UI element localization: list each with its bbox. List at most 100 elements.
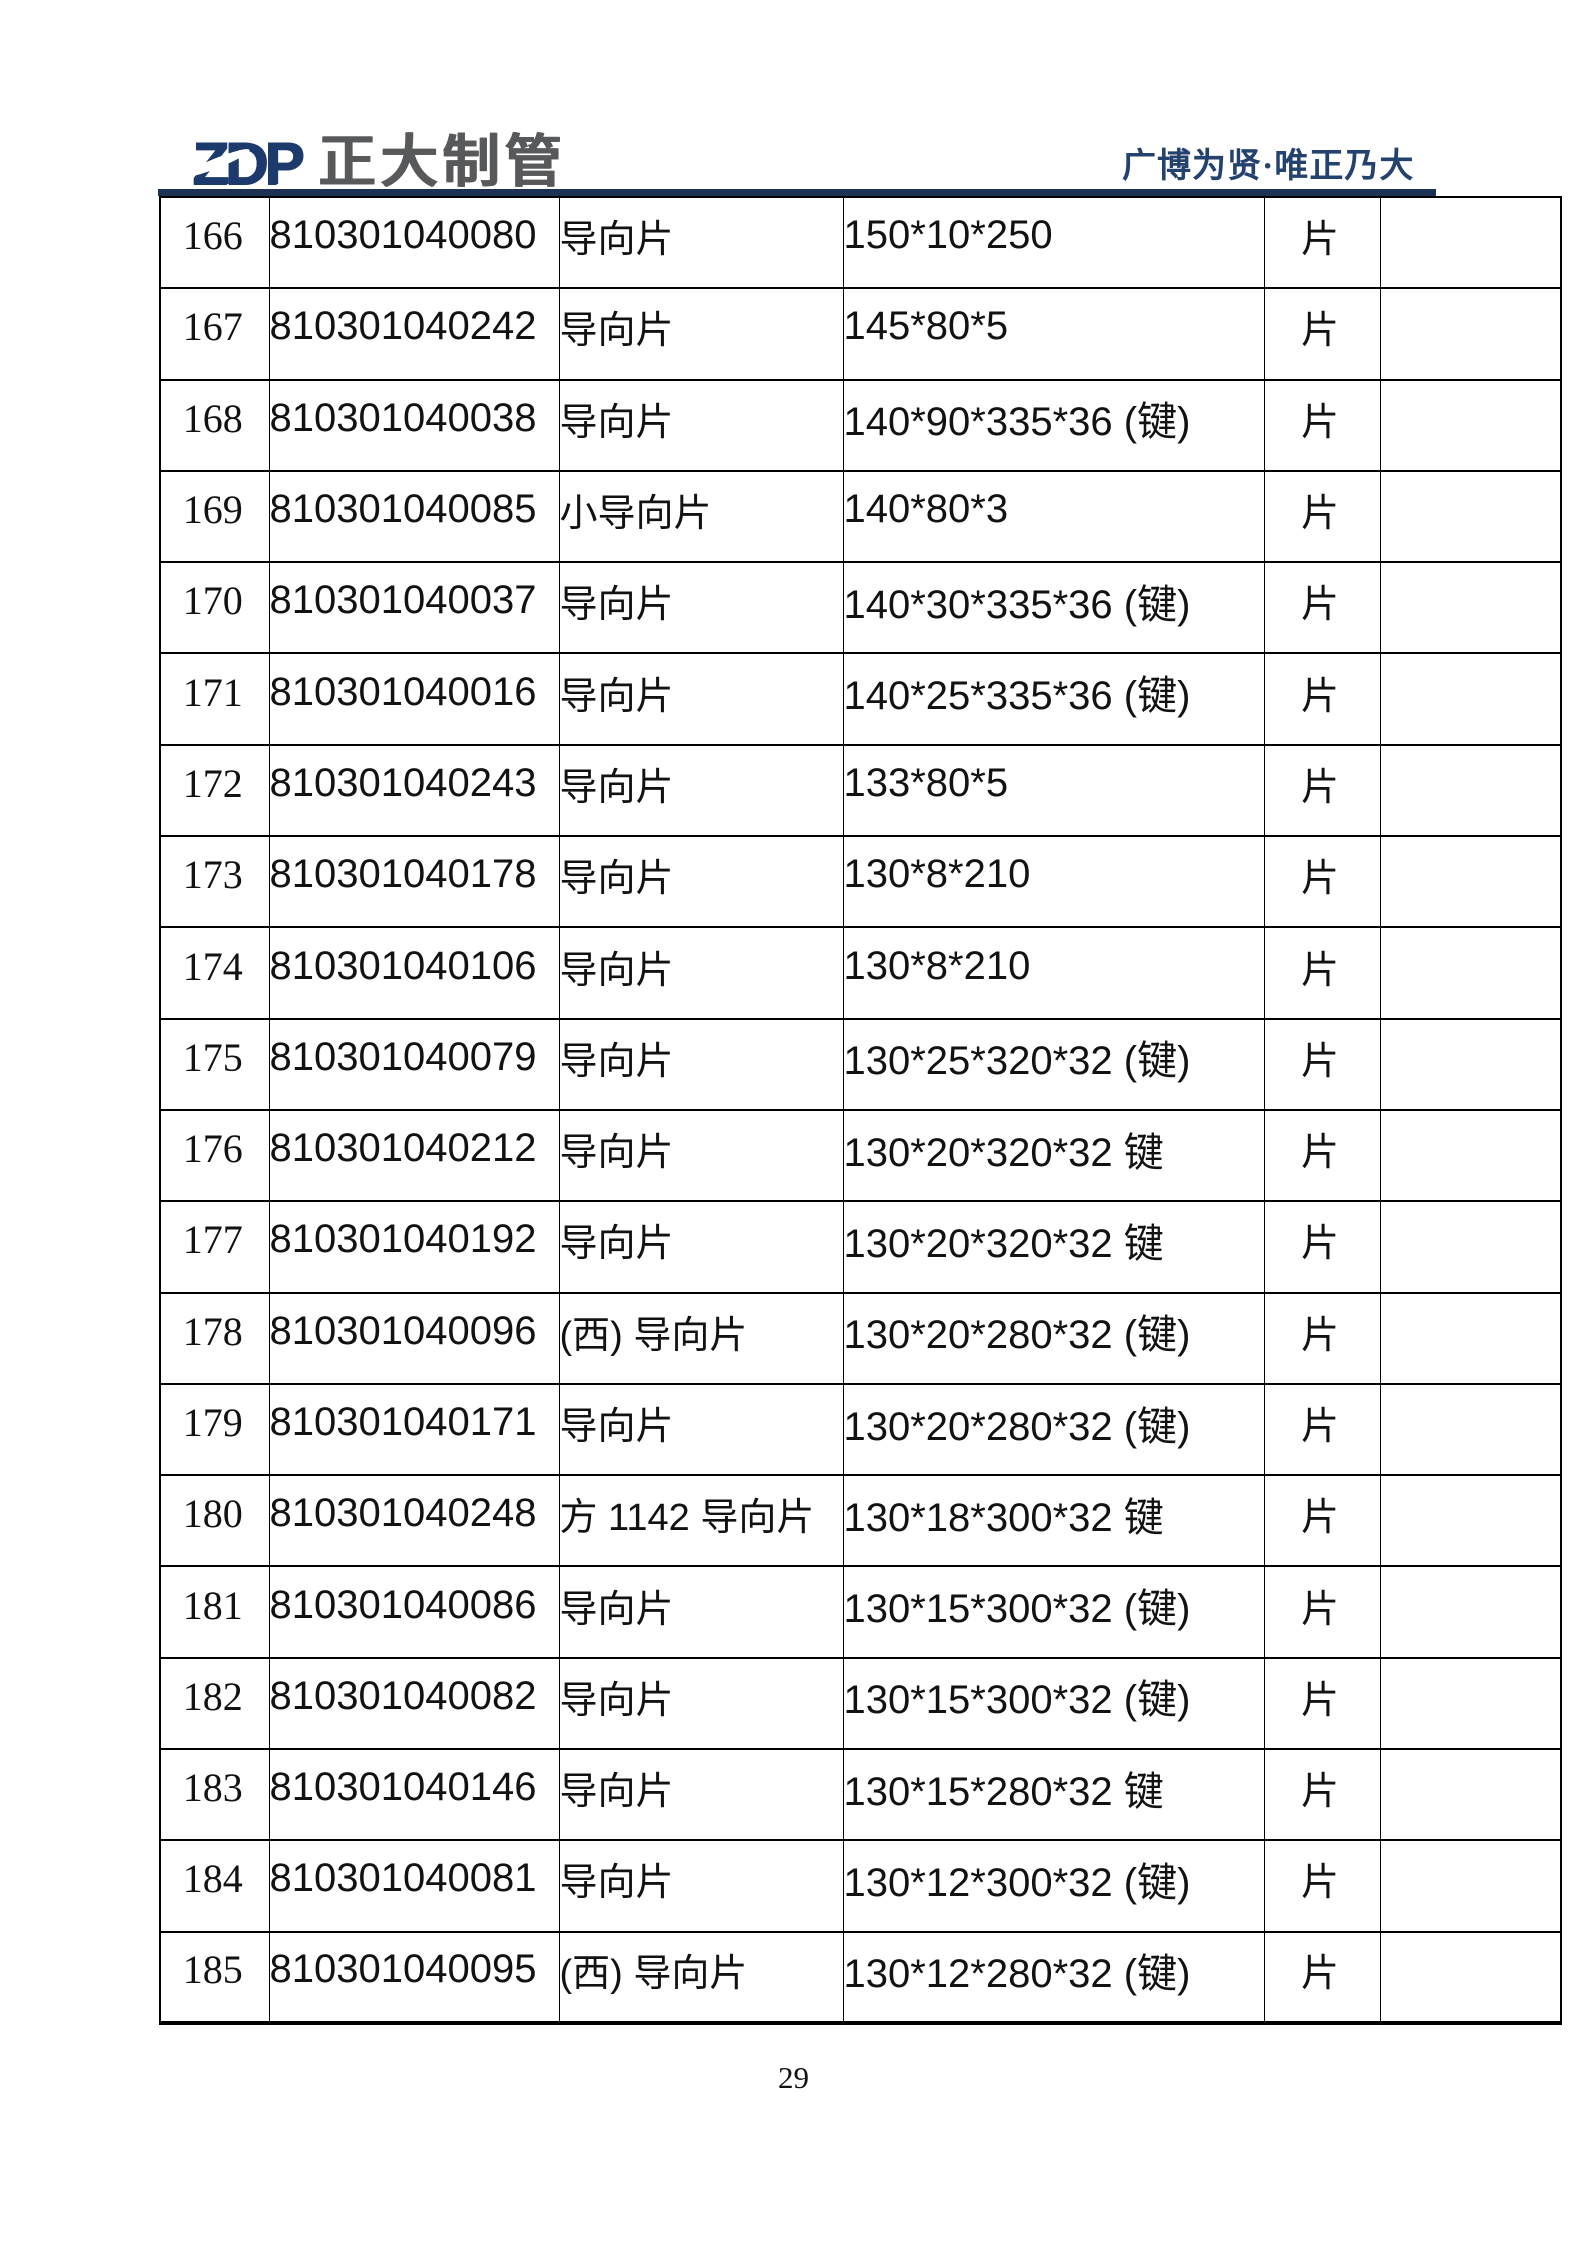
material-code-cell: 810301040081 <box>268 1839 560 1933</box>
row-number-cell: 178 <box>159 1291 270 1385</box>
unit-cell: 片 <box>1263 1017 1381 1111</box>
part-name-cell: 导向片 <box>558 1382 844 1477</box>
part-name-cell: 导向片 <box>558 561 844 655</box>
spec-cell: 150*10*250 <box>842 195 1265 290</box>
empty-cell <box>1379 469 1562 564</box>
row-number-cell: 179 <box>159 1382 270 1477</box>
spec-cell: 130*15*300*32 (键) <box>842 1656 1265 1751</box>
unit-cell: 片 <box>1263 1839 1381 1933</box>
part-name-cell: 导向片 <box>558 1200 844 1294</box>
parts-table-body: 166 810301040080 导向片 150*10*250 片 167 81030104… <box>159 195 1562 2024</box>
table-row: 167 810301040242 导向片 145*80*5 片 <box>159 287 1562 381</box>
unit-cell: 片 <box>1263 743 1381 838</box>
material-code-cell: 810301040212 <box>268 1108 560 1203</box>
part-name-cell: 导向片 <box>558 835 844 929</box>
row-number-cell: 169 <box>159 469 270 564</box>
part-name-cell: 方 1142 导向片 <box>558 1474 844 1568</box>
empty-cell <box>1379 926 1562 1020</box>
spec-cell: 130*20*280*32 (键) <box>842 1291 1265 1385</box>
row-number-cell: 184 <box>159 1839 270 1933</box>
unit-cell: 片 <box>1263 1748 1381 1842</box>
spec-cell: 145*80*5 <box>842 287 1265 381</box>
empty-cell <box>1379 1291 1562 1385</box>
table-row: 169 810301040085 小导向片 140*80*3 片 <box>159 469 1562 564</box>
material-code-cell: 810301040082 <box>268 1656 560 1751</box>
empty-cell <box>1379 195 1562 290</box>
empty-cell <box>1379 287 1562 381</box>
part-name-cell: 导向片 <box>558 652 844 746</box>
unit-cell: 片 <box>1263 1291 1381 1385</box>
spec-cell: 130*25*320*32 (键) <box>842 1017 1265 1111</box>
part-name-cell: 导向片 <box>558 1108 844 1203</box>
part-name-cell: 导向片 <box>558 1839 844 1933</box>
spec-cell: 130*15*300*32 (键) <box>842 1565 1265 1659</box>
empty-cell <box>1379 1474 1562 1568</box>
empty-cell <box>1379 743 1562 838</box>
table-row: 184 810301040081 导向片 130*12*300*32 (键) 片 <box>159 1839 1562 1933</box>
row-number-cell: 174 <box>159 926 270 1020</box>
part-name-cell: 导向片 <box>558 287 844 381</box>
spec-cell: 133*80*5 <box>842 743 1265 838</box>
row-number-cell: 171 <box>159 652 270 746</box>
row-number-cell: 183 <box>159 1748 270 1842</box>
spec-cell: 130*18*300*32 键 <box>842 1474 1265 1568</box>
unit-cell: 片 <box>1263 195 1381 290</box>
part-name-cell: (西) 导向片 <box>558 1930 844 2024</box>
material-code-cell: 810301040079 <box>268 1017 560 1111</box>
unit-cell: 片 <box>1263 835 1381 929</box>
table-row: 170 810301040037 导向片 140*30*335*36 (键) 片 <box>159 561 1562 655</box>
material-code-cell: 810301040146 <box>268 1748 560 1842</box>
empty-cell <box>1379 1748 1562 1842</box>
table-row: 178 810301040096 (西) 导向片 130*20*280*32 (键) 片 <box>159 1291 1562 1385</box>
unit-cell: 片 <box>1263 1656 1381 1751</box>
unit-cell: 片 <box>1263 1930 1381 2024</box>
row-number-cell: 185 <box>159 1930 270 2024</box>
empty-cell <box>1379 652 1562 746</box>
table-row: 182 810301040082 导向片 130*15*300*32 (键) 片 <box>159 1656 1562 1751</box>
table-row: 181 810301040086 导向片 130*15*300*32 (键) 片 <box>159 1565 1562 1659</box>
material-code-cell: 810301040171 <box>268 1382 560 1477</box>
material-code-cell: 810301040192 <box>268 1200 560 1294</box>
table-row: 177 810301040192 导向片 130*20*320*32 键片 <box>159 1200 1562 1294</box>
unit-cell: 片 <box>1263 378 1381 472</box>
parts-table: 166 810301040080 导向片 150*10*250 片 167 81030104… <box>159 195 1562 2025</box>
unit-cell: 片 <box>1263 926 1381 1020</box>
empty-cell <box>1379 835 1562 929</box>
material-code-cell: 810301040037 <box>268 561 560 655</box>
part-name-cell: 导向片 <box>558 378 844 472</box>
part-name-cell: 导向片 <box>558 926 844 1020</box>
empty-cell <box>1379 1017 1562 1111</box>
brand-logo: ZDP 正大制管 <box>182 134 566 194</box>
row-number-cell: 182 <box>159 1656 270 1751</box>
empty-cell <box>1379 1382 1562 1477</box>
company-tagline: 广博为贤·唯正乃大 <box>1122 148 1415 185</box>
table-row: 173 810301040178 导向片 130*8*210 片 <box>159 835 1562 929</box>
spec-cell: 140*80*3 <box>842 469 1265 564</box>
row-number-cell: 172 <box>159 743 270 838</box>
row-number-cell: 167 <box>159 287 270 381</box>
part-name-cell: 导向片 <box>558 1656 844 1751</box>
spec-cell: 140*25*335*36 (键) <box>842 652 1265 746</box>
table-row: 174 810301040106 导向片 130*8*210 片 <box>159 926 1562 1020</box>
row-number-cell: 168 <box>159 378 270 472</box>
spec-cell: 130*15*280*32 键 <box>842 1748 1265 1842</box>
row-number-cell: 166 <box>159 195 270 290</box>
part-name-cell: 小导向片 <box>558 469 844 564</box>
row-number-cell: 177 <box>159 1200 270 1294</box>
spec-cell: 140*90*335*36 (键) <box>842 378 1265 472</box>
spec-cell: 140*30*335*36 (键) <box>842 561 1265 655</box>
empty-cell <box>1379 1565 1562 1659</box>
unit-cell: 片 <box>1263 1565 1381 1659</box>
table-row: 183 810301040146 导向片 130*15*280*32 键片 <box>159 1748 1562 1842</box>
row-number-cell: 181 <box>159 1565 270 1659</box>
header-divider-rule <box>158 189 1436 196</box>
table-row: 179 810301040171 导向片 130*20*280*32 (键) 片 <box>159 1382 1562 1477</box>
row-number-cell: 175 <box>159 1017 270 1111</box>
material-code-cell: 810301040106 <box>268 926 560 1020</box>
unit-cell: 片 <box>1263 469 1381 564</box>
part-name-cell: 导向片 <box>558 743 844 838</box>
empty-cell <box>1379 378 1562 472</box>
spec-cell: 130*12*280*32 (键) <box>842 1930 1265 2024</box>
spec-cell: 130*20*320*32 键 <box>842 1200 1265 1294</box>
